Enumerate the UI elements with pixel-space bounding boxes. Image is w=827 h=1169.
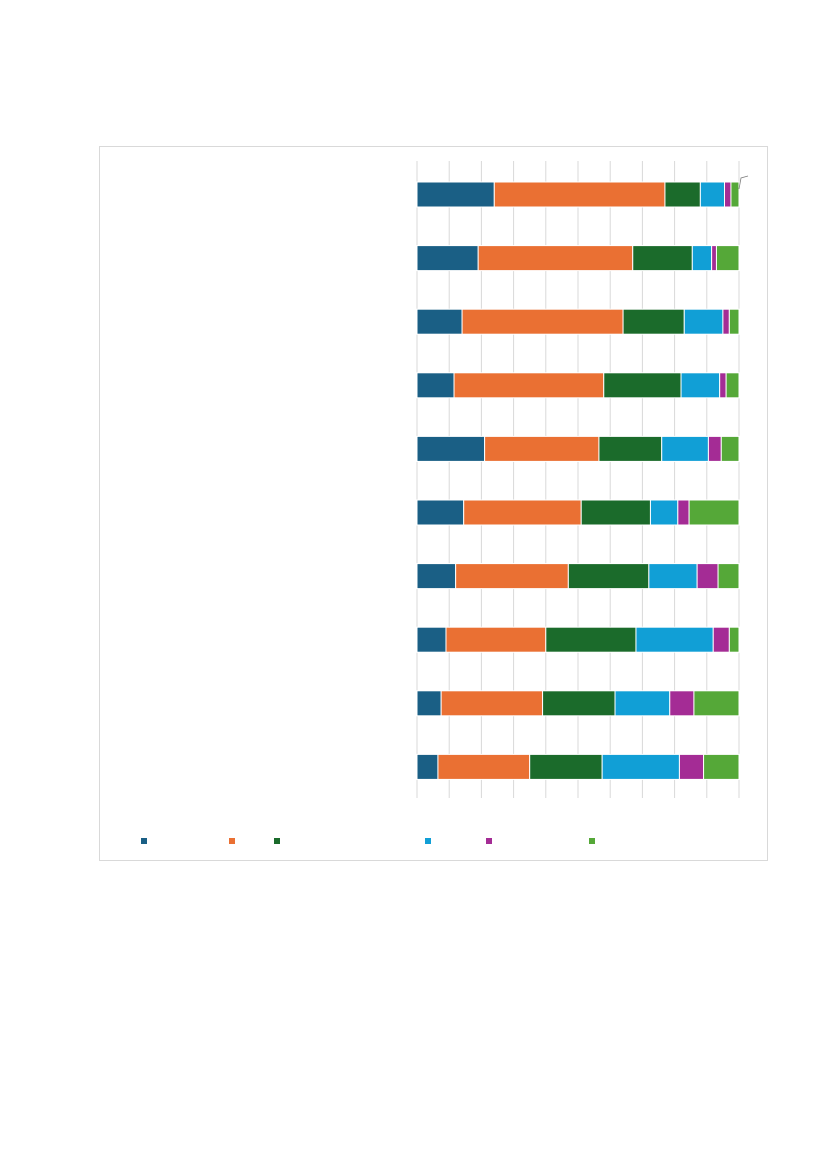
bar-segment (622, 308, 685, 335)
bar-segment (680, 372, 721, 399)
bar-segment (529, 753, 603, 780)
bar-segment (699, 181, 726, 208)
bar-segment (728, 626, 740, 653)
legend-swatch (274, 838, 280, 844)
legend (141, 838, 595, 844)
bar-segment (648, 563, 698, 590)
chart-frame (99, 146, 768, 861)
bar-segment (542, 690, 616, 717)
bar-segment (696, 563, 719, 590)
bar-segment (720, 435, 740, 462)
bar-segment (493, 181, 666, 208)
bar-segment (722, 308, 730, 335)
bar-segment (677, 499, 690, 526)
bar-segment (683, 308, 724, 335)
bar-segment (416, 181, 495, 208)
bar-segment (463, 499, 582, 526)
bar-segment (603, 372, 682, 399)
bar-segment (453, 372, 605, 399)
bar-segment (725, 372, 740, 399)
bar-segment (632, 245, 693, 272)
bar-segment (580, 499, 651, 526)
bar-segment (477, 245, 634, 272)
bar-segment (416, 690, 442, 717)
bar-segment (691, 245, 713, 272)
bar-segment (416, 626, 447, 653)
bar-segment (484, 435, 600, 462)
bar-segment (601, 753, 680, 780)
bar-segment (416, 372, 455, 399)
bar-segment (703, 753, 740, 780)
bar-segment (416, 753, 439, 780)
bar-segment (598, 435, 663, 462)
bar-segment (545, 626, 637, 653)
bar-segment (717, 563, 740, 590)
bar-segment (688, 499, 740, 526)
bar-segment (416, 563, 457, 590)
bar-segment (664, 181, 701, 208)
bar-segment (730, 181, 740, 208)
bar-segment (719, 372, 727, 399)
bar-segment (712, 626, 730, 653)
legend-swatch (486, 838, 492, 844)
legend-swatch (589, 838, 595, 844)
bar-segment (661, 435, 709, 462)
bar-segment (635, 626, 714, 653)
legend-swatch (141, 838, 147, 844)
bar-segment (669, 690, 695, 717)
bar-segment (707, 435, 722, 462)
bar-segment (649, 499, 679, 526)
bar-segment (437, 753, 531, 780)
bar-segment (461, 308, 624, 335)
stacked-bar-chart (141, 161, 749, 844)
bar-segment (440, 690, 544, 717)
callout-leader-line (738, 175, 749, 190)
bar-segment (678, 753, 705, 780)
bar-segment (445, 626, 547, 653)
bar-segment (455, 563, 569, 590)
bar-segment (416, 435, 486, 462)
data-callout (738, 175, 749, 190)
bars (416, 181, 740, 780)
bar-segment (416, 245, 479, 272)
bar-segment (416, 499, 465, 526)
bar-segment (693, 690, 740, 717)
bar-segment (614, 690, 671, 717)
bar-segment (724, 181, 732, 208)
legend-swatch (229, 838, 235, 844)
bar-segment (711, 245, 717, 272)
bar-segment (715, 245, 740, 272)
legend-swatch (425, 838, 431, 844)
bar-segment (567, 563, 650, 590)
bar-segment (416, 308, 463, 335)
bar-segment (728, 308, 740, 335)
